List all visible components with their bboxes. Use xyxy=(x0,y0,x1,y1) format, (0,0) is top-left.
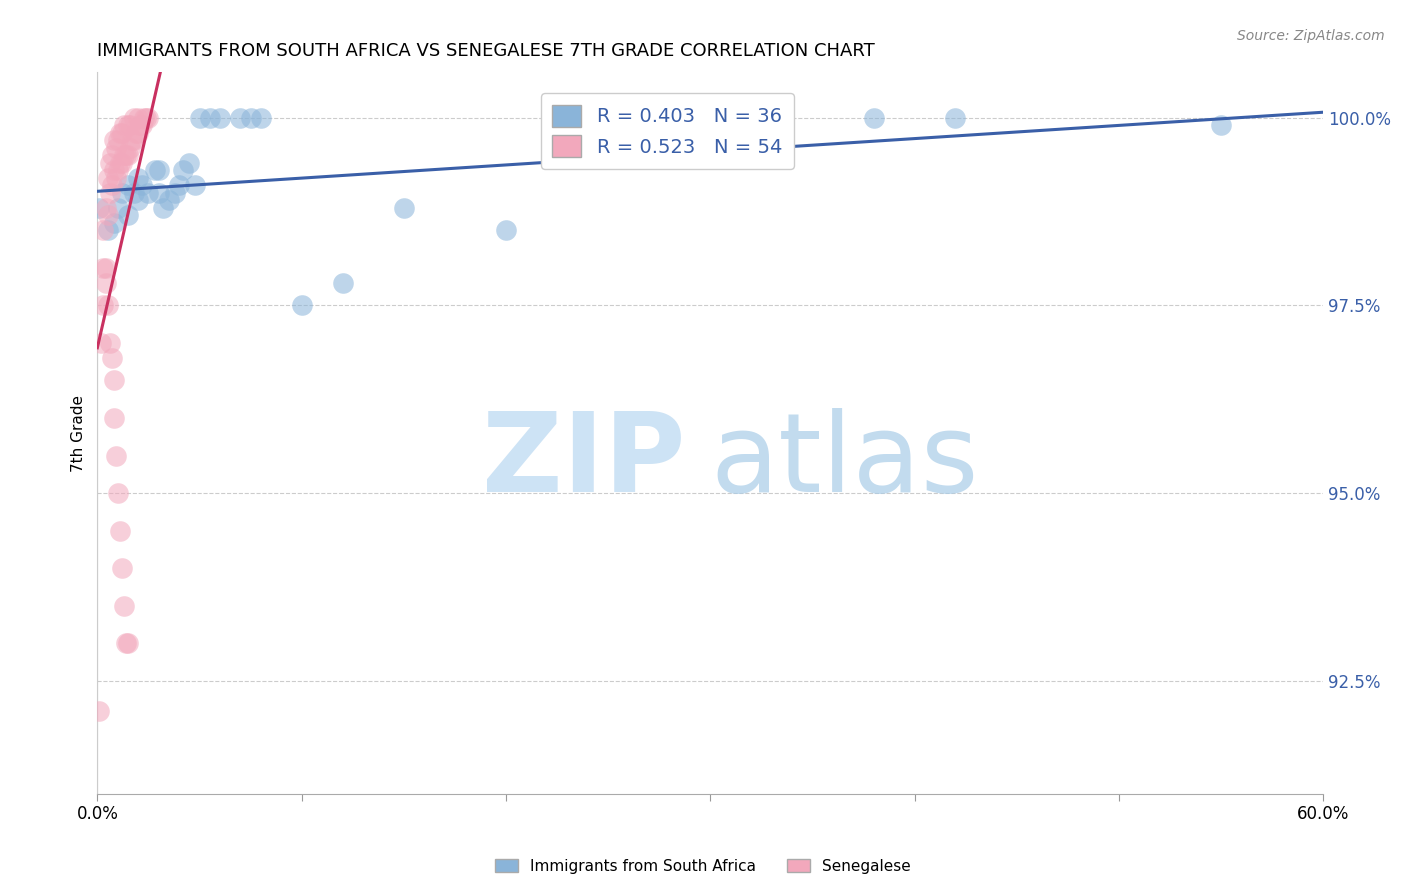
Point xyxy=(117,118,139,132)
Point xyxy=(138,111,160,125)
Point xyxy=(148,163,170,178)
Point xyxy=(103,163,125,178)
Point xyxy=(108,155,131,169)
Point xyxy=(122,186,145,200)
Point xyxy=(89,704,111,718)
Point xyxy=(100,178,122,193)
Point xyxy=(100,148,122,162)
Point xyxy=(93,260,115,275)
Point xyxy=(115,148,138,162)
Point xyxy=(131,178,153,193)
Point xyxy=(117,636,139,650)
Point xyxy=(111,561,134,575)
Point xyxy=(143,163,166,178)
Point xyxy=(127,126,149,140)
Point xyxy=(127,111,149,125)
Point xyxy=(103,374,125,388)
Point xyxy=(97,170,120,185)
Point xyxy=(98,335,121,350)
Point xyxy=(97,208,120,222)
Point xyxy=(104,140,127,154)
Point xyxy=(495,223,517,237)
Point xyxy=(862,111,884,125)
Text: Source: ZipAtlas.com: Source: ZipAtlas.com xyxy=(1237,29,1385,43)
Point xyxy=(94,276,117,290)
Point xyxy=(107,163,129,178)
Point xyxy=(117,148,139,162)
Point xyxy=(172,163,194,178)
Point xyxy=(107,486,129,500)
Text: atlas: atlas xyxy=(710,409,979,516)
Point xyxy=(138,186,160,200)
Point xyxy=(97,223,120,237)
Point xyxy=(1209,118,1232,132)
Point xyxy=(103,411,125,425)
Point xyxy=(117,178,139,193)
Point xyxy=(121,133,143,147)
Y-axis label: 7th Grade: 7th Grade xyxy=(72,394,86,472)
Point xyxy=(98,155,121,169)
Point xyxy=(148,186,170,200)
Point xyxy=(108,524,131,538)
Point xyxy=(198,111,221,125)
Point xyxy=(118,140,141,154)
Point xyxy=(93,223,115,237)
Point xyxy=(740,126,762,140)
Point xyxy=(111,126,134,140)
Point xyxy=(111,155,134,169)
Point xyxy=(208,111,231,125)
Point xyxy=(131,118,153,132)
Point xyxy=(98,186,121,200)
Point xyxy=(134,111,156,125)
Point xyxy=(332,276,354,290)
Point xyxy=(135,111,157,125)
Text: IMMIGRANTS FROM SOUTH AFRICA VS SENEGALESE 7TH GRADE CORRELATION CHART: IMMIGRANTS FROM SOUTH AFRICA VS SENEGALE… xyxy=(97,42,875,60)
Point xyxy=(104,170,127,185)
Point xyxy=(188,111,211,125)
Point xyxy=(93,298,115,312)
Point xyxy=(122,133,145,147)
Text: ZIP: ZIP xyxy=(482,409,686,516)
Point xyxy=(152,201,174,215)
Point xyxy=(89,201,111,215)
Legend: R = 0.403   N = 36, R = 0.523   N = 54: R = 0.403 N = 36, R = 0.523 N = 54 xyxy=(541,93,794,169)
Point xyxy=(112,118,135,132)
Point xyxy=(239,111,262,125)
Legend: Immigrants from South Africa, Senegalese: Immigrants from South Africa, Senegalese xyxy=(489,853,917,880)
Point xyxy=(163,186,186,200)
Point xyxy=(118,118,141,132)
Point xyxy=(94,260,117,275)
Point xyxy=(229,111,252,125)
Point xyxy=(127,193,149,207)
Point xyxy=(127,170,149,185)
Point xyxy=(129,118,152,132)
Point xyxy=(111,186,134,200)
Point xyxy=(167,178,190,193)
Point xyxy=(179,155,201,169)
Point xyxy=(100,351,122,365)
Point xyxy=(125,126,148,140)
Point xyxy=(157,193,180,207)
Point xyxy=(112,599,135,613)
Point xyxy=(117,208,139,222)
Point xyxy=(291,298,314,312)
Point xyxy=(108,126,131,140)
Point xyxy=(115,636,138,650)
Point xyxy=(249,111,271,125)
Point xyxy=(90,335,112,350)
Point xyxy=(112,148,135,162)
Point xyxy=(392,201,415,215)
Point xyxy=(103,133,125,147)
Point xyxy=(945,111,967,125)
Point xyxy=(184,178,207,193)
Point xyxy=(94,201,117,215)
Point xyxy=(97,298,120,312)
Point xyxy=(104,449,127,463)
Point xyxy=(103,216,125,230)
Point xyxy=(122,111,145,125)
Point xyxy=(107,133,129,147)
Point xyxy=(107,201,129,215)
